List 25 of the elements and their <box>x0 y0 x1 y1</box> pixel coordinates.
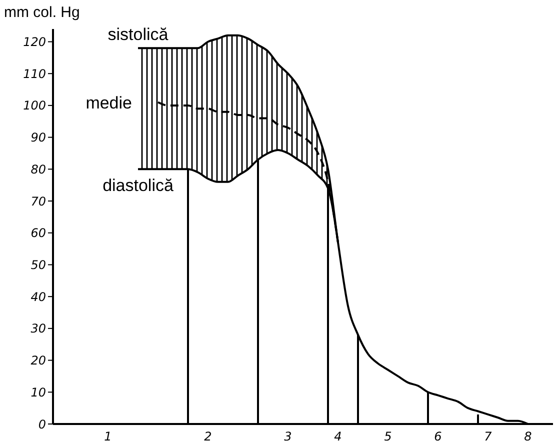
y-tick-label: 10 <box>30 385 46 400</box>
y-tick-label: 30 <box>30 322 46 336</box>
y-tick-label: 40 <box>30 290 46 304</box>
x-tick-label: 5 <box>384 430 392 444</box>
series-label: diastolică <box>102 176 174 196</box>
y-tick-label: 20 <box>30 354 46 368</box>
y-tick-label: 60 <box>30 226 46 240</box>
x-tick-label: 6 <box>434 430 442 444</box>
y-tick-label: 50 <box>30 258 46 272</box>
series-label: medie <box>86 93 132 112</box>
series-label: sistolică <box>108 25 169 44</box>
y-tick-label: 110 <box>23 66 46 81</box>
y-tick-label: 80 <box>30 162 46 176</box>
y-tick-label: 90 <box>30 130 46 145</box>
x-tick-label: 8 <box>524 430 532 444</box>
y-axis-title: mm col. Hg <box>4 4 80 21</box>
x-tick-label: 4 <box>334 430 342 444</box>
y-tick-label: 0 <box>38 417 46 432</box>
y-tick-label: 70 <box>30 194 46 208</box>
y-tick-label: 120 <box>23 35 46 49</box>
y-tick-label: 100 <box>23 98 46 113</box>
x-tick-label: 7 <box>484 430 492 444</box>
x-tick-label: 3 <box>284 430 292 444</box>
x-tick-label: 1 <box>104 430 112 444</box>
x-tick-label: 2 <box>204 430 212 444</box>
